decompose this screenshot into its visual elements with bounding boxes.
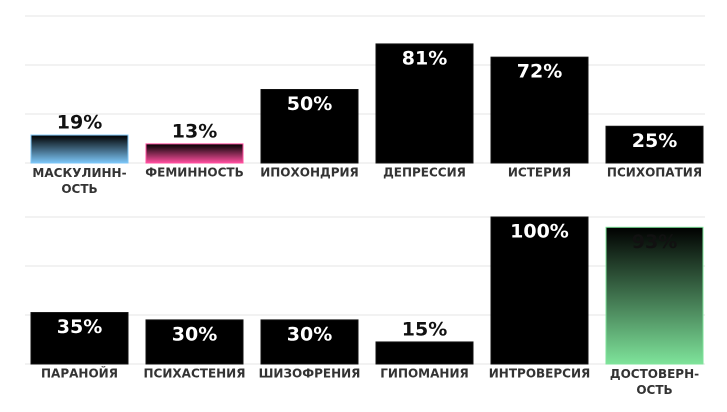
bar [30,312,129,365]
category-label: ИСТЕРИЯ [508,166,571,180]
value-label: 50% [287,93,332,115]
category-label: МАСКУЛИНН-ОСТЬ [32,166,126,196]
category-label: ПСИХОПАТИЯ [607,166,702,180]
category-label: ГИПОМАНИЯ [380,367,469,381]
bar [375,43,474,164]
category-label: ШИЗОФРЕНИЯ [259,367,361,381]
category-label: ДОСТОВЕРН-ОСТЬ [610,367,699,397]
category-label: ПСИХАСТЕНИЯ [144,367,246,381]
value-label: 35% [57,316,102,338]
value-label: 13% [172,120,217,142]
value-label: 15% [402,318,447,340]
value-label: 30% [287,323,332,345]
value-label: 72% [517,61,562,83]
category-label: ФЕМИННОСТЬ [145,166,244,180]
value-label: 81% [402,47,447,69]
bar [145,143,244,164]
bar [260,319,359,365]
bar [490,216,589,365]
bar [30,134,129,164]
value-label: 100% [510,221,569,243]
bar [605,226,704,365]
value-label: 19% [57,112,102,134]
bar [490,56,589,164]
category-label: ИНТРОВЕРСИЯ [489,367,591,381]
value-label: 30% [172,323,217,345]
bar [145,319,244,365]
category-label: ДЕПРЕССИЯ [383,166,466,180]
value-label: 93% [632,231,677,253]
bar [260,89,359,164]
value-label: 25% [632,130,677,152]
bar [375,341,474,365]
category-label: ПАРАНОЙЯ [41,366,118,381]
bar [605,125,704,164]
category-label: ИПОХОНДРИЯ [260,166,359,180]
